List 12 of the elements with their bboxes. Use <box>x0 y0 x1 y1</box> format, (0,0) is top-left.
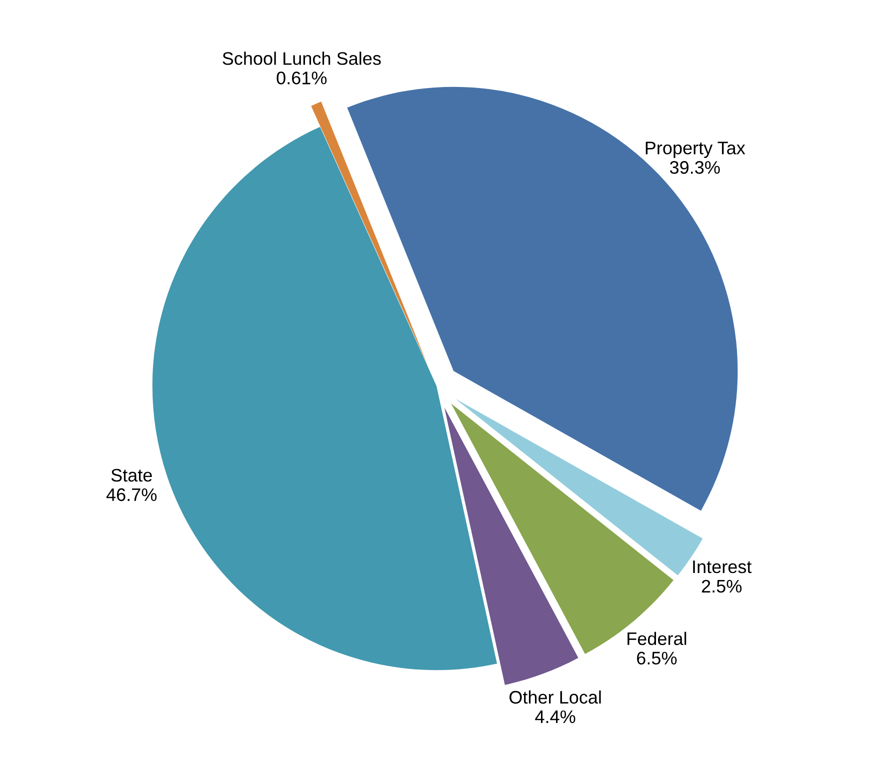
data-label: 0.61% <box>276 72 327 84</box>
slice-label: Property Tax <box>646 142 746 158</box>
slice-label: State <box>111 468 152 482</box>
data-label: 2.5% <box>702 580 742 593</box>
slice-label: Other Local <box>509 690 601 704</box>
slice-label: Federal <box>628 632 686 646</box>
data-label: 46.7% <box>106 488 157 502</box>
slice-label: School Lunch Sales <box>222 52 381 65</box>
data-label: 39.3% <box>670 161 720 174</box>
slice-label: Interest <box>693 560 752 574</box>
data-label: 4.4% <box>535 710 576 724</box>
data-label: 6.5% <box>637 652 677 665</box>
